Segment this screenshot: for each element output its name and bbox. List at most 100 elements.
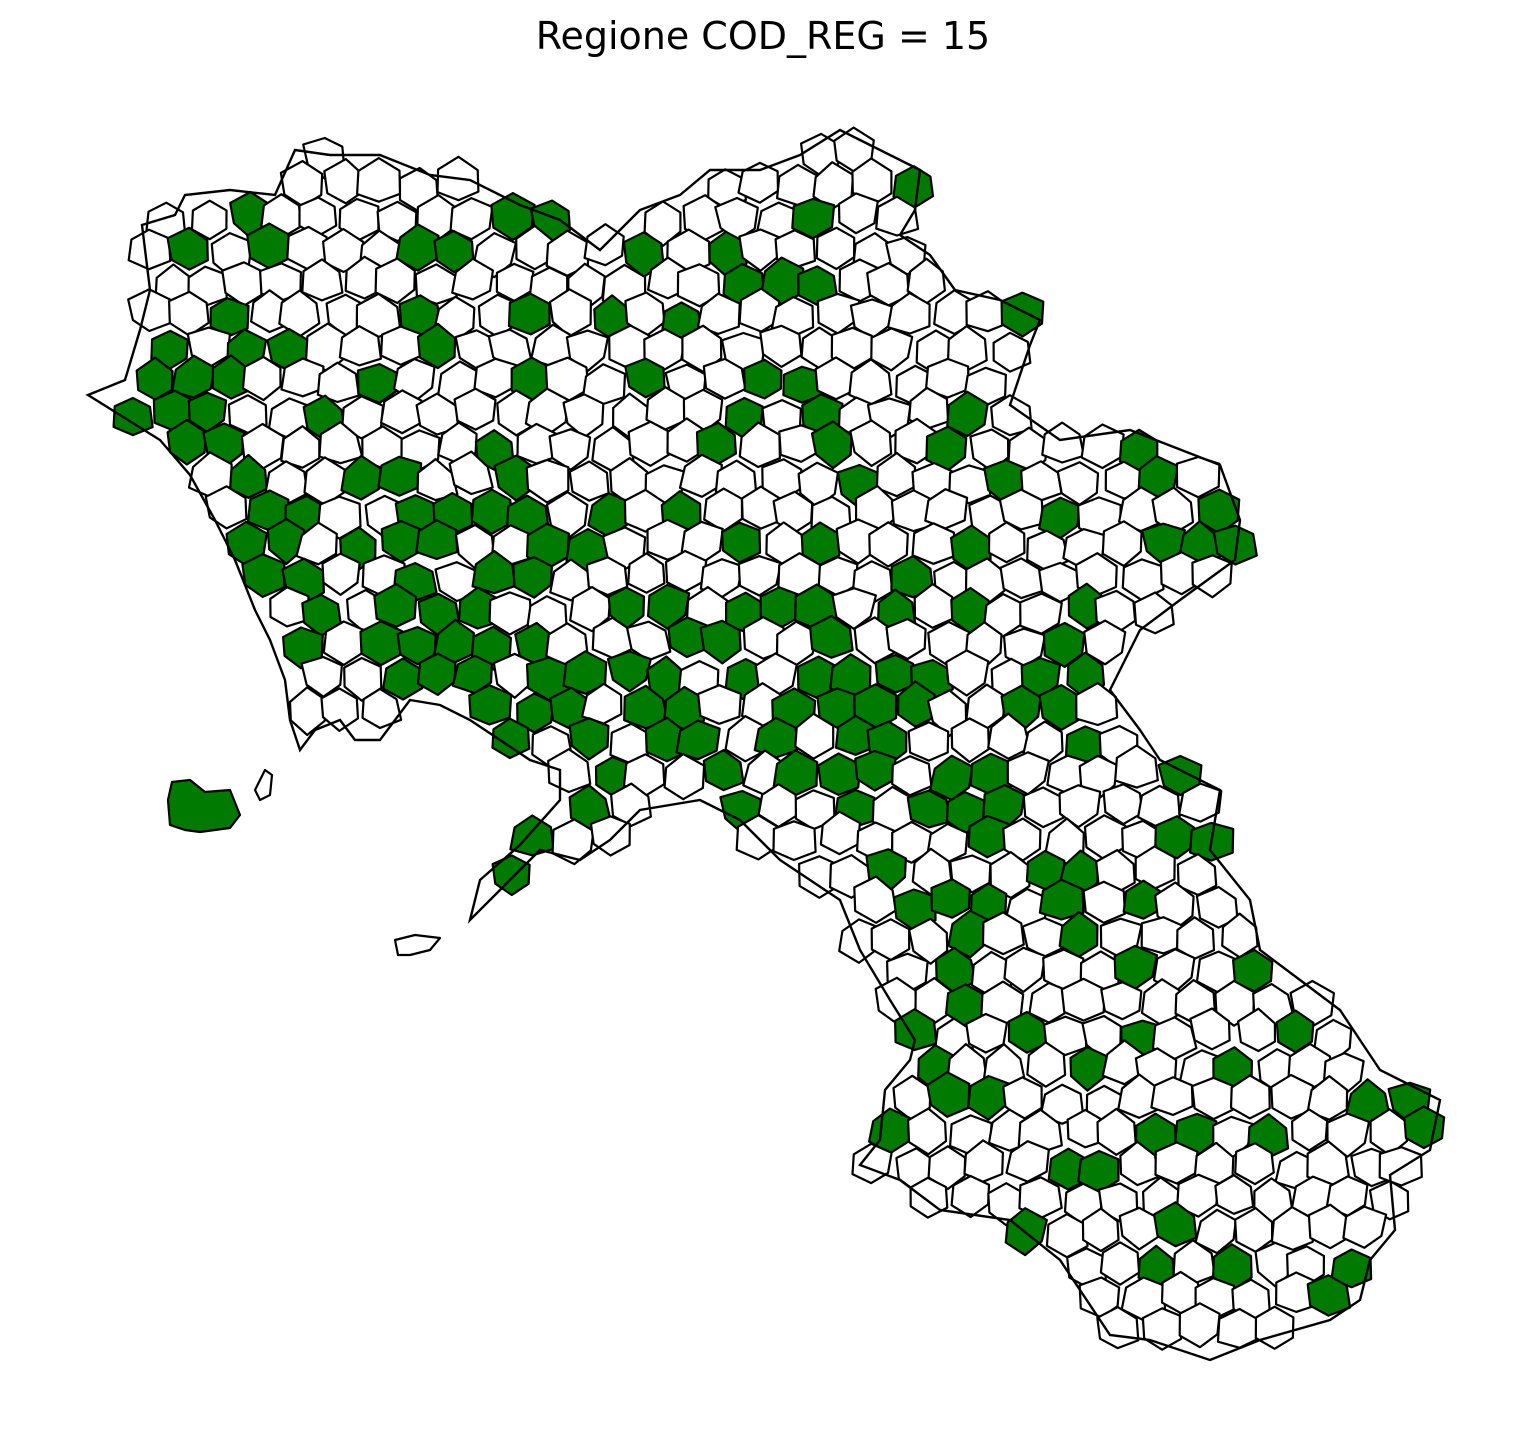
municipality — [886, 291, 931, 335]
municipality-highlighted — [112, 396, 154, 437]
municipality — [678, 453, 723, 498]
municipality-highlighted — [568, 717, 610, 761]
municipality — [380, 389, 424, 435]
municipality — [990, 394, 1033, 437]
municipality — [868, 521, 909, 568]
municipality — [875, 451, 917, 498]
municipality-highlighted — [1403, 1105, 1446, 1150]
municipality-highlighted — [512, 556, 554, 599]
municipality — [301, 258, 344, 302]
municipality — [742, 615, 787, 660]
municipality-highlighted — [1212, 524, 1258, 566]
municipality — [1101, 1039, 1144, 1086]
municipality — [1195, 885, 1239, 929]
municipality-highlighted — [1152, 1201, 1198, 1248]
municipality-highlighted — [720, 521, 762, 564]
municipality — [1368, 1179, 1410, 1221]
municipality — [1234, 1142, 1275, 1186]
municipality — [585, 556, 629, 597]
municipality — [681, 324, 723, 373]
municipality — [1101, 520, 1143, 568]
municipality-highlighted — [854, 749, 897, 792]
municipality — [1178, 782, 1223, 823]
municipality — [945, 649, 990, 697]
municipality — [1326, 1112, 1371, 1158]
municipality — [280, 357, 325, 398]
municipality-highlighted — [926, 1071, 971, 1118]
municipality-highlighted — [433, 229, 475, 274]
municipality — [696, 684, 742, 725]
municipality-highlighted — [699, 619, 742, 665]
municipality — [1096, 1107, 1137, 1156]
municipality — [759, 324, 803, 368]
municipality-highlighted — [229, 453, 268, 499]
municipality-highlighted — [808, 614, 854, 659]
ischia-island — [166, 778, 242, 834]
region-outline — [85, 128, 1442, 1362]
municipality — [1003, 946, 1047, 994]
municipality — [1306, 1074, 1349, 1121]
municipality-highlighted — [241, 553, 286, 599]
municipality-highlighted — [266, 517, 306, 566]
municipality — [318, 421, 364, 465]
municipality — [204, 485, 248, 530]
municipality — [924, 357, 970, 399]
municipality — [1214, 1174, 1255, 1215]
municipality-highlighted — [646, 583, 691, 630]
municipality-highlighted — [373, 582, 418, 629]
municipality — [1189, 1007, 1231, 1051]
municipality — [1081, 1207, 1120, 1253]
municipality-highlighted — [946, 390, 989, 438]
procida-island — [253, 768, 274, 802]
municipality — [907, 917, 949, 965]
municipality — [1114, 744, 1159, 789]
municipality-highlighted — [562, 650, 608, 695]
municipality-highlighted — [1069, 1046, 1109, 1092]
municipality — [1140, 916, 1184, 955]
municipality — [241, 355, 282, 402]
municipality-highlighted — [507, 292, 551, 336]
municipality — [909, 1176, 949, 1219]
municipality — [1118, 1206, 1160, 1251]
municipality — [992, 331, 1032, 373]
municipality — [1026, 1041, 1067, 1088]
municipality — [737, 161, 780, 204]
map-title: Regione COD_REG = 15 — [535, 14, 991, 58]
municipality-highlighted — [702, 748, 745, 792]
municipality — [316, 361, 360, 404]
municipality — [870, 918, 911, 962]
municipality — [448, 450, 494, 496]
municipality — [525, 458, 570, 504]
municipality — [451, 257, 494, 301]
municipality — [676, 263, 721, 308]
municipality — [374, 257, 416, 305]
municipality-highlighted — [606, 650, 652, 693]
municipality — [1154, 1141, 1199, 1185]
municipality-highlighted — [896, 680, 938, 728]
municipality-highlighted — [416, 652, 457, 697]
municipality — [906, 1107, 948, 1156]
municipality-highlighted — [675, 719, 721, 761]
municipality — [269, 586, 310, 628]
municipality — [280, 425, 321, 469]
municipality — [190, 199, 228, 241]
municipality — [950, 717, 991, 764]
municipality — [849, 419, 893, 467]
municipality-highlighted — [415, 519, 459, 561]
municipality — [926, 689, 968, 738]
municipality-highlighted — [1154, 815, 1196, 860]
municipality — [815, 226, 856, 271]
capri-island — [393, 933, 442, 957]
municipality-highlighted — [490, 192, 536, 241]
municipality — [1342, 1205, 1388, 1249]
municipality — [1022, 786, 1065, 829]
municipality-highlighted — [377, 455, 423, 497]
municipality-highlighted — [282, 626, 324, 670]
municipality — [987, 712, 1031, 760]
municipality-highlighted — [1038, 878, 1085, 921]
municipality — [321, 552, 361, 596]
municipality — [870, 327, 914, 372]
municipality — [322, 227, 365, 273]
municipality — [320, 687, 360, 733]
municipality — [627, 420, 673, 467]
